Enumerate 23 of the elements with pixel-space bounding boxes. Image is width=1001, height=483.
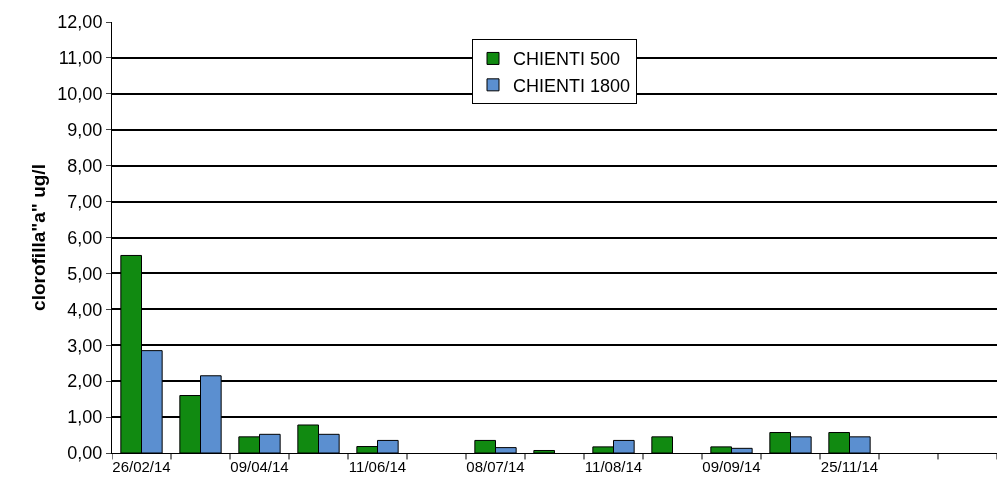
y-tick-label: 8,00 [67,155,103,176]
legend-label: CHIENTI 500 [513,49,621,70]
y-axis-title: clorofilla"a" ug/l [28,164,50,311]
y-tick-label: 6,00 [67,227,103,248]
x-tick-label: 09/04/14 [230,458,289,475]
legend-label: CHIENTI 1800 [513,75,631,96]
y-tick-label: 7,00 [67,191,103,212]
y-tick-label: 4,00 [67,299,103,320]
y-tick-label: 0,00 [67,443,103,464]
y-tick-label: 5,00 [67,263,103,284]
y-tick-label: 2,00 [67,371,103,392]
x-tick-label: 08/07/14 [466,458,525,475]
y-tick-label: 10,00 [57,84,103,105]
x-tick-label: 25/11/14 [820,458,879,475]
y-tick-label: 12,00 [57,12,103,33]
y-tick-label: 3,00 [67,335,103,356]
x-tick-label: 26/02/14 [112,458,171,475]
y-tick-label: 1,00 [67,407,103,428]
y-tick-label: 11,00 [58,48,103,69]
x-tick-label: 09/09/14 [702,458,761,475]
x-tick-label: 11/06/14 [348,458,407,475]
x-tick-label: 11/08/14 [584,458,643,475]
y-tick-label: 9,00 [67,120,103,141]
